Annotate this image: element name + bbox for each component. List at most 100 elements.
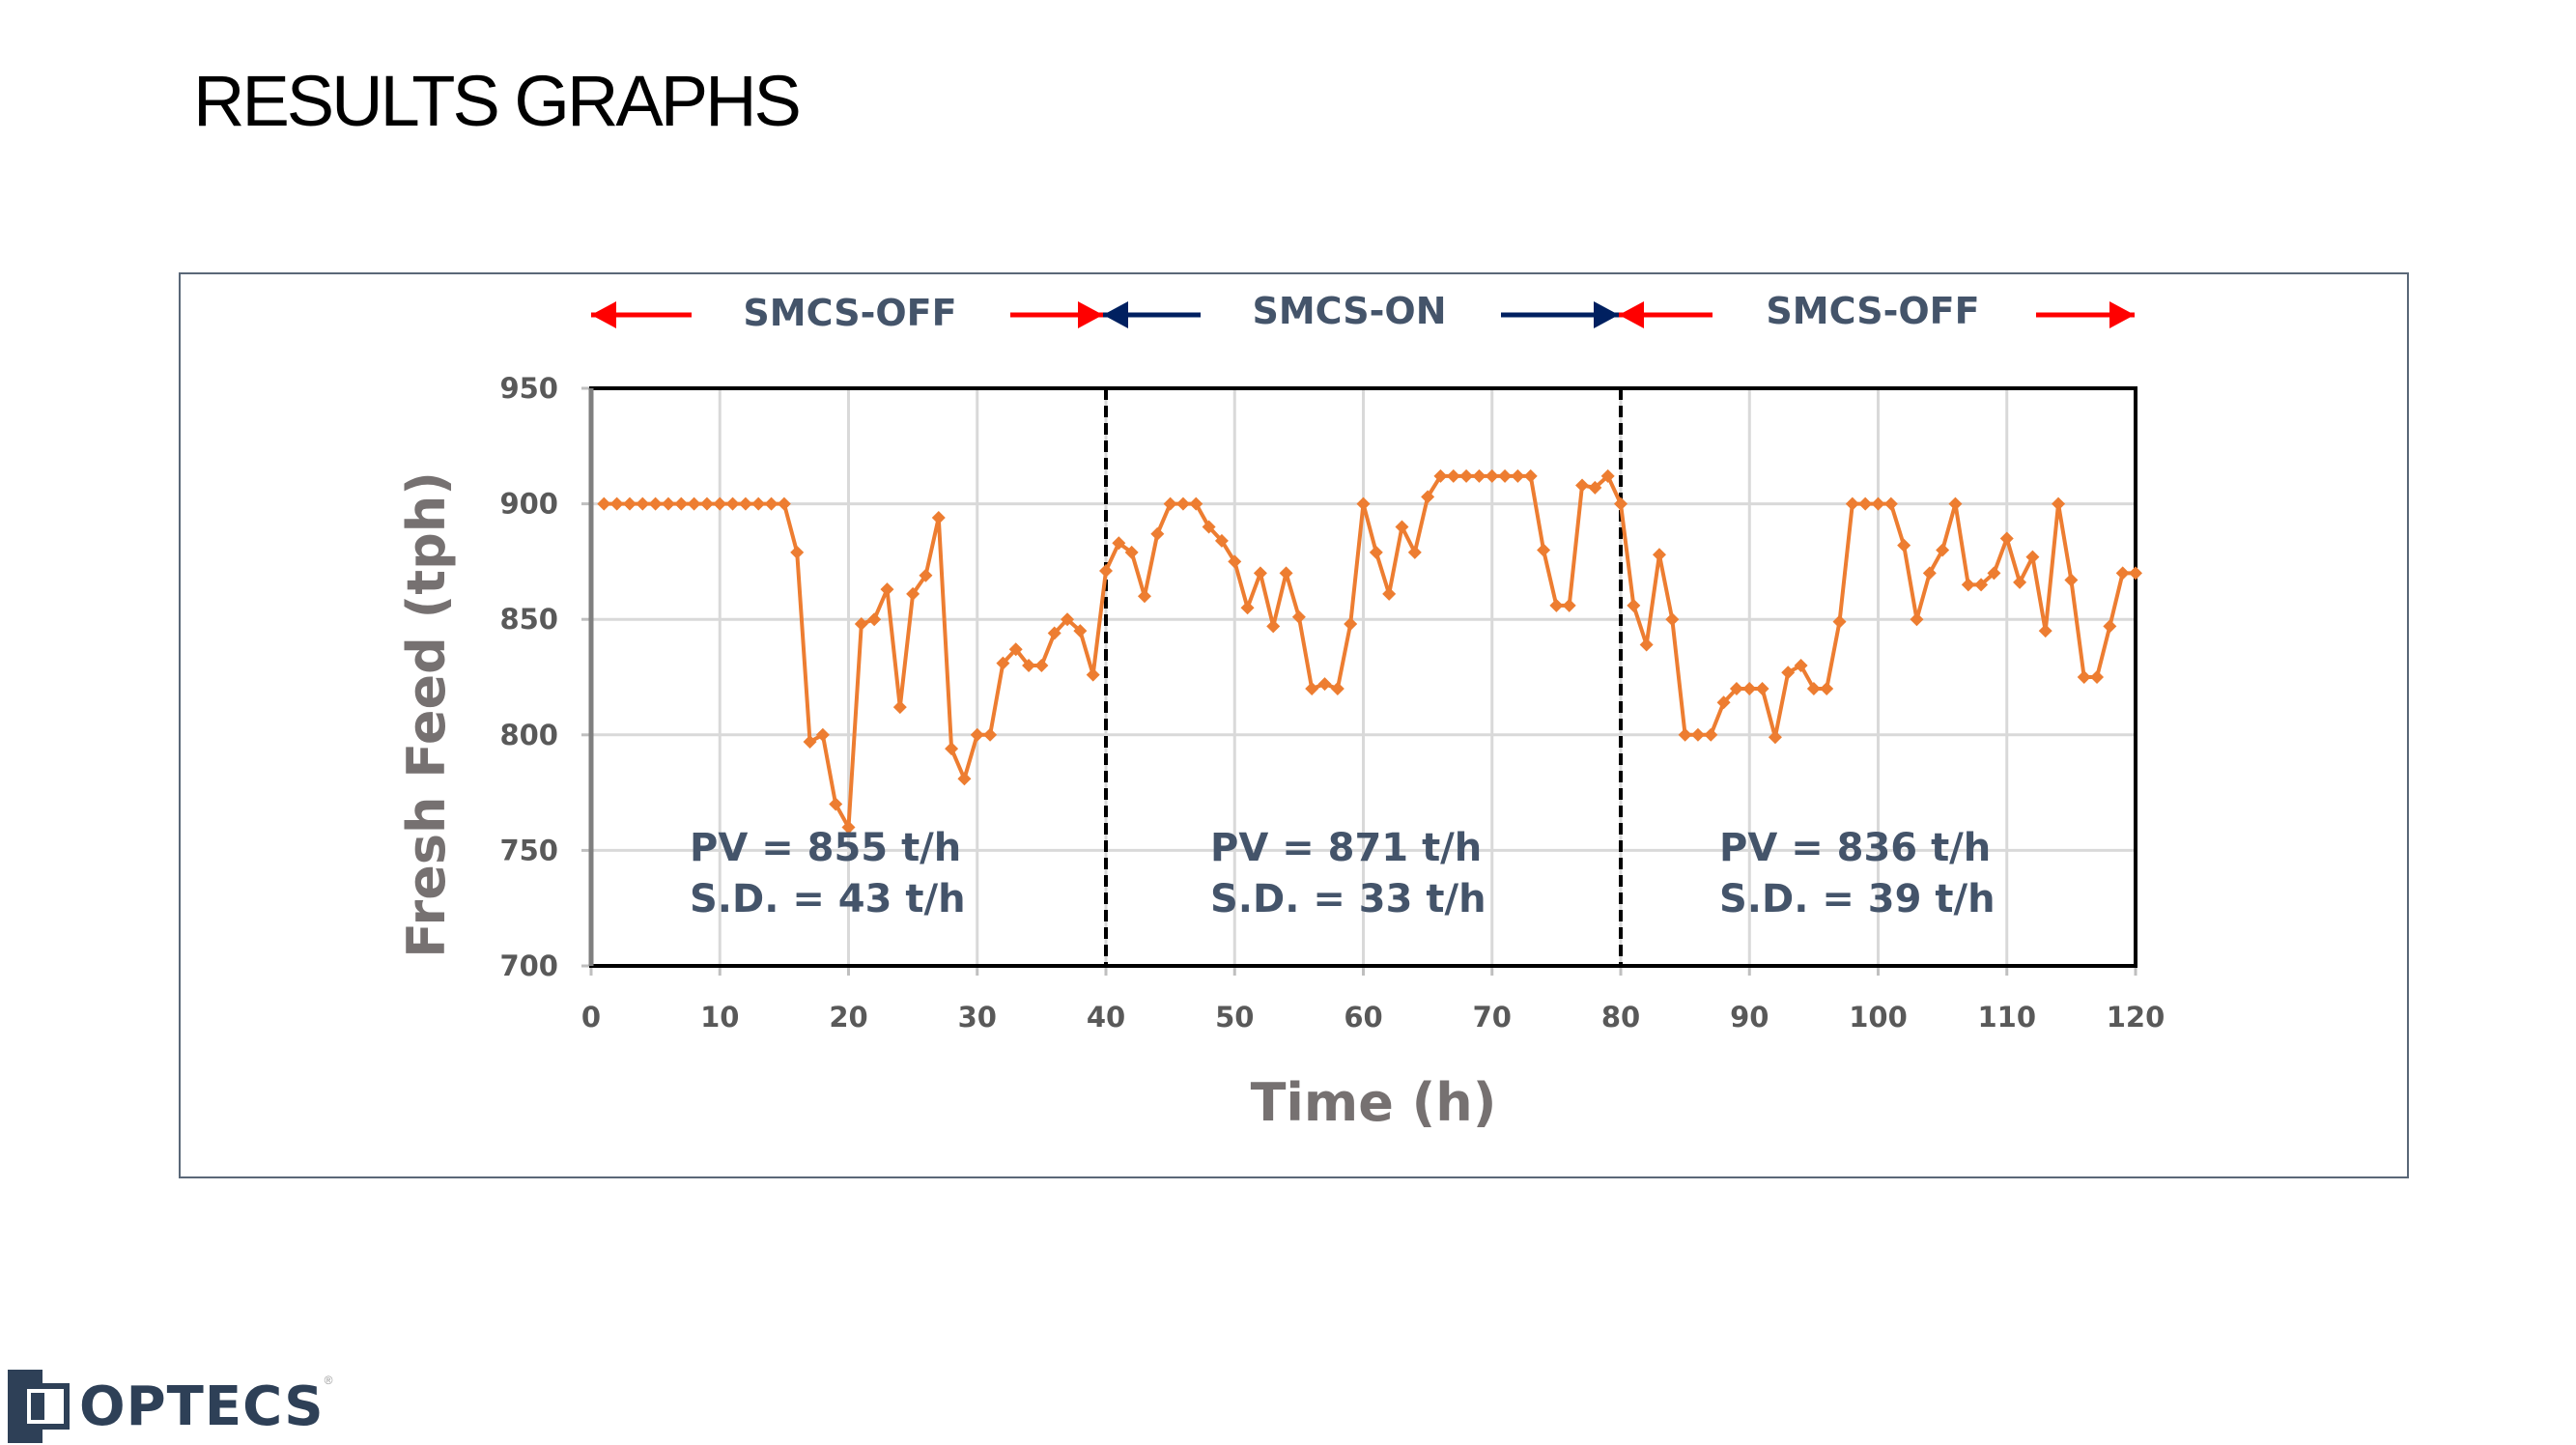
data-point [1897,538,1911,552]
y-tick-label: 800 [499,719,558,751]
arrow-right-off-1-head [1078,301,1103,328]
x-tick-label: 120 [2107,1001,2166,1034]
data-point [1047,626,1062,640]
data-point [1999,531,2014,546]
stats-off-2: PV = 836 t/h S.D. = 39 t/h [1719,826,1996,921]
stat-sd-on: S.D. = 33 t/h [1210,877,1486,921]
data-point [1228,554,1242,569]
data-point [1678,727,1692,742]
data-point [1369,545,1383,559]
data-point [790,545,805,559]
y-tick-label: 700 [499,949,558,982]
data-point [1974,578,1989,592]
data-point [1433,468,1448,483]
data-point [1652,548,1666,562]
data-point [957,772,972,786]
data-point [1022,659,1036,673]
data-point [803,734,817,749]
data-point [1794,659,1808,673]
data-point [1523,468,1538,483]
data-point [2013,575,2027,589]
data-point [1317,677,1332,692]
x-tick-label: 110 [1977,1001,2036,1034]
data-point [738,496,752,511]
data-point [713,496,727,511]
phase-header: SMCS-OFF SMCS-ON SMCS-OFF [743,290,1979,334]
y-tick-label: 950 [499,372,558,405]
data-point [636,496,650,511]
arrow-right-on-head [1594,301,1619,328]
data-point [1639,638,1654,652]
data-point [777,496,791,511]
series-line [604,473,2136,830]
data-point [1395,520,1409,534]
stats-off-1: PV = 855 t/h S.D. = 43 t/h [690,826,966,921]
data-point [1061,612,1075,627]
data-point [1253,566,1267,581]
stats-on: PV = 871 t/h S.D. = 33 t/h [1210,826,1486,921]
data-point [1936,543,1950,557]
data-point [1588,480,1602,495]
optecs-logo-icon [8,1370,70,1443]
data-point [1137,589,1151,604]
data-point [687,496,701,511]
data-point [2103,619,2117,634]
data-point [1279,566,1293,581]
data-point [1781,666,1796,680]
data-point [1073,624,1088,638]
data-point [1961,578,1975,592]
x-tick-label: 100 [1849,1001,1908,1034]
data-point [1382,586,1397,601]
optecs-logo-text: OPTECS [79,1374,325,1438]
data-point [1742,681,1757,695]
data-point [970,727,984,742]
stat-pv-on: PV = 871 t/h [1210,826,1482,870]
data-point [1883,496,1898,511]
data-point [1627,598,1641,612]
data-point [829,797,843,811]
data-point [1330,681,1345,695]
data-point [1922,566,1937,581]
data-point [2077,670,2091,684]
y-tick-label: 900 [499,488,558,521]
phase-label-on: SMCS-ON [1252,290,1446,332]
data-point [867,612,882,627]
stat-sd-off-2: S.D. = 39 t/h [1719,877,1996,921]
x-tick-label: 60 [1344,1001,1382,1034]
data-point [1099,563,1113,578]
x-tick-label: 40 [1087,1001,1125,1034]
stat-pv-off-1: PV = 855 t/h [690,826,961,870]
data-point [1562,598,1576,612]
x-tick-label: 50 [1215,1001,1254,1034]
data-point [648,496,663,511]
data-point [1575,478,1590,493]
data-point [880,582,894,597]
x-tick-label: 10 [700,1001,739,1034]
arrow-right-off-2-head [2109,301,2135,328]
data-point [1910,612,1924,627]
data-point [2090,670,2105,684]
data-point [597,496,611,511]
data-point [1202,520,1216,534]
data-point [1175,496,1190,511]
data-point [1421,490,1435,504]
data-point [1266,619,1281,634]
data-point [725,496,740,511]
data-point [1832,614,1847,629]
x-tick-label: 20 [829,1001,867,1034]
data-point [1163,496,1177,511]
x-tick-label: 70 [1473,1001,1512,1034]
page-title: RESULTS GRAPHS [193,61,802,141]
data-point [1356,496,1371,511]
data-point [1704,727,1718,742]
data-point [1124,545,1139,559]
data-point [1459,468,1474,483]
y-tick-label: 850 [499,603,558,636]
data-point [1214,533,1229,548]
data-point [1305,681,1319,695]
data-point [1472,468,1486,483]
phase-label-off-1: SMCS-OFF [743,292,956,334]
data-point [945,742,959,756]
data-point [1344,616,1358,631]
